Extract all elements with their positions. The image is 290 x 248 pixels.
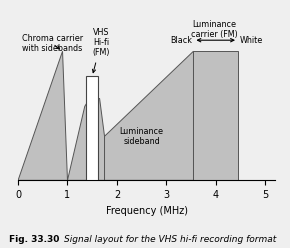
Text: Chroma carrier
with sidebands: Chroma carrier with sidebands: [22, 34, 83, 53]
Text: Fig. 33.30: Fig. 33.30: [9, 235, 59, 244]
X-axis label: Frequency (MHz): Frequency (MHz): [106, 206, 188, 216]
Text: Luminance
carrier (FM): Luminance carrier (FM): [191, 20, 238, 39]
Text: Black: Black: [170, 36, 192, 45]
Text: VHS
Hi-fi
(FM): VHS Hi-fi (FM): [92, 28, 110, 73]
Polygon shape: [193, 51, 238, 180]
Text: Signal layout for the VHS hi-fi recording format: Signal layout for the VHS hi-fi recordin…: [64, 235, 276, 244]
Polygon shape: [104, 51, 193, 180]
Polygon shape: [18, 51, 104, 180]
Text: Luminance
sideband: Luminance sideband: [119, 126, 164, 146]
Text: White: White: [240, 36, 263, 45]
Bar: [86, 76, 98, 180]
